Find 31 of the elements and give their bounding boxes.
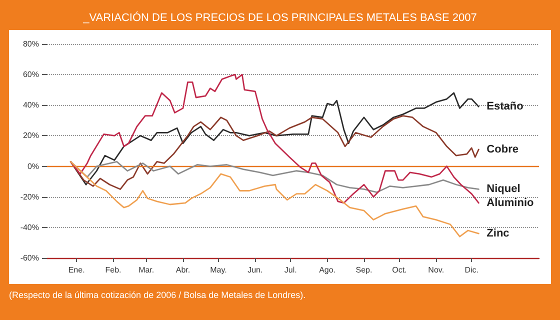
y-tick-label: -60% [20,254,39,262]
x-tick-label: May. [210,266,227,274]
y-tick-label: 0% [27,162,39,171]
x-tick-label: Nov. [428,266,444,274]
series-label: Zinc [486,228,510,240]
line-series [70,161,480,238]
series-label: Niquel [486,183,520,196]
x-tick-label: Mar. [138,266,154,274]
series-label: Cobre [486,143,518,156]
x-tick-label: Jul. [284,266,297,274]
chart-title: _VARIACIÓN DE LOS PRECIOS DE LOS PRINCIPALES METALES BASE 2007 [82,10,478,26]
series-label: Aluminio [486,196,534,209]
y-tick-label: 20% [22,131,39,140]
x-tick-label: Abr. [176,266,190,274]
y-tick-label: 40% [22,100,39,110]
y-tick-label: -20% [20,192,39,202]
text: (Respecto de la última cotización de 2006 / Bolsa de Metales de Londres). [9,290,307,300]
x-tick-label: Sep. [356,266,372,274]
series-label: Estaño [486,100,524,113]
line-series [70,74,480,204]
x-tick-label: Feb. [105,266,122,274]
y-tick-label: 80% [22,40,39,48]
line-series [70,115,480,190]
y-tick-label: 60% [22,70,39,80]
x-tick-label: Ago. [319,266,336,274]
x-tick-label: Ene. [68,266,85,274]
x-tick-label: Dic. [464,266,478,274]
x-tick-label: Oct. [392,266,407,274]
line-series [70,92,480,186]
x-tick-label: Jun. [248,266,263,274]
y-tick-label: -40% [20,222,39,232]
